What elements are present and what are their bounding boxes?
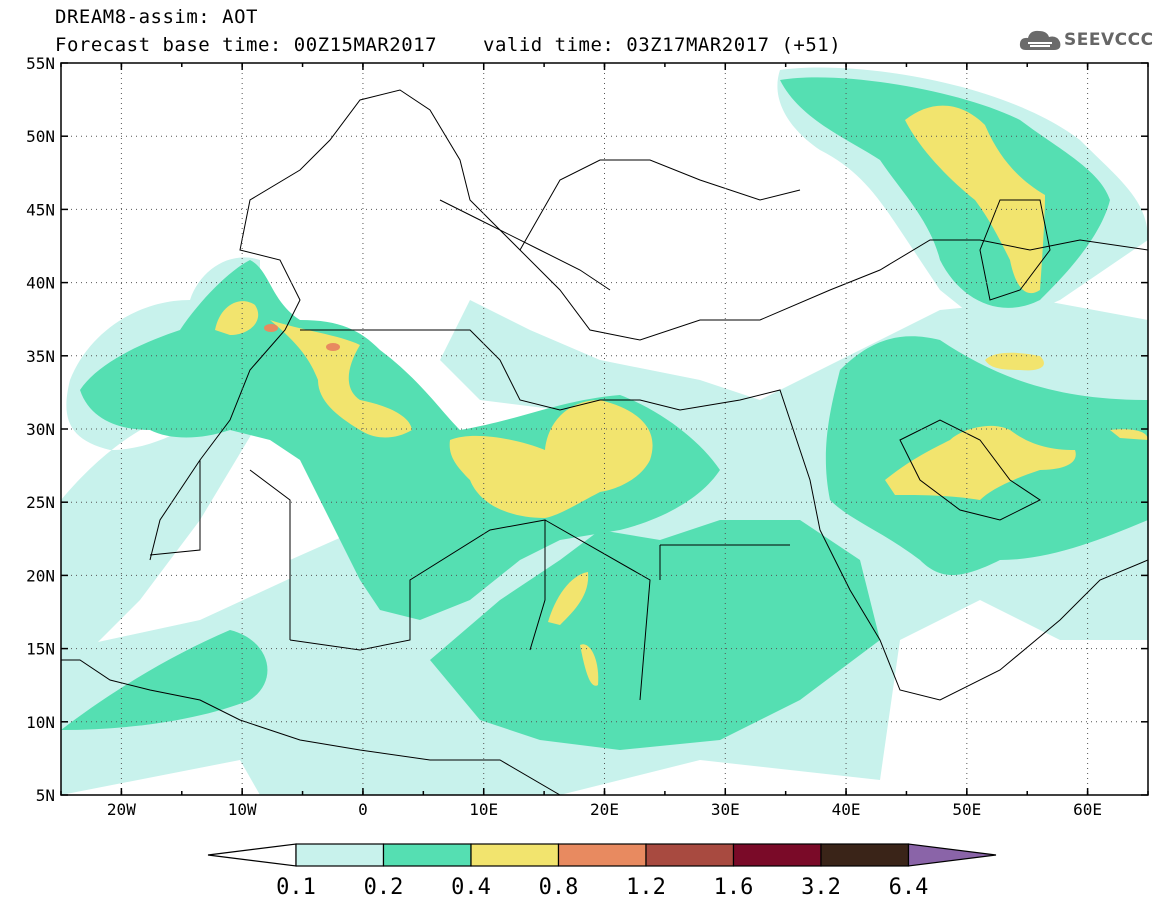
- lon-label: 30E: [711, 800, 740, 819]
- colorbar-level-label: 1.2: [626, 875, 666, 900]
- lat-label: 20N: [26, 566, 55, 585]
- lat-label: 35N: [26, 347, 55, 366]
- lon-label: 20E: [590, 800, 619, 819]
- lat-label: 10N: [26, 713, 55, 732]
- cloud-icon: [1019, 30, 1061, 50]
- colorbar-level-label: 0.1: [276, 875, 316, 900]
- lat-label: 25N: [26, 493, 55, 512]
- longitude-labels: 20W 10W 0 10E 20E 30E 40E 50E 60E: [107, 800, 1102, 819]
- lat-label: 40N: [26, 274, 55, 293]
- lon-label: 40E: [832, 800, 861, 819]
- colorbar-segment: [732, 843, 822, 867]
- colorbar-segment: [295, 843, 385, 867]
- lat-label: 15N: [26, 640, 55, 659]
- lon-label: 20W: [107, 800, 136, 819]
- lat-label: 5N: [36, 786, 55, 805]
- base-time-label: Forecast base time: 00Z15MAR2017: [55, 34, 438, 56]
- aot-field: [61, 67, 1148, 795]
- grid-lines: [61, 63, 1148, 795]
- colorbar-segment: [382, 843, 472, 867]
- colorbar-level-label: 1.6: [714, 875, 754, 900]
- lon-label: 60E: [1073, 800, 1102, 819]
- colorbar-segment: [645, 843, 735, 867]
- colorbar-right-arrow: [907, 843, 997, 867]
- lat-label: 55N: [26, 54, 55, 73]
- lon-label: 0: [358, 800, 368, 819]
- colorbar-level-label: 6.4: [889, 875, 929, 900]
- lon-label: 10E: [469, 800, 498, 819]
- aot-colorbar: [207, 843, 997, 867]
- coastlines: [61, 89, 1148, 795]
- lat-label: 50N: [26, 127, 55, 146]
- colorbar-level-label: 0.2: [364, 875, 404, 900]
- axis-ticks: [60, 62, 1149, 796]
- colorbar-segment: [557, 843, 647, 867]
- colorbar-level-label: 0.4: [451, 875, 491, 900]
- colorbar-level-label: 3.2: [801, 875, 841, 900]
- colorbar-segment: [820, 843, 910, 867]
- lon-label: 10W: [228, 800, 257, 819]
- latitude-labels: 55N 50N 45N 40N 35N 30N 25N 20N 15N 10N 5N: [26, 54, 55, 805]
- colorbar-level-label: 0.8: [539, 875, 579, 900]
- map-title: DREAM8-assim: AOT: [55, 6, 258, 28]
- lat-label: 45N: [26, 200, 55, 219]
- colorbar-left-arrow: [207, 843, 297, 867]
- lon-label: 50E: [952, 800, 981, 819]
- logo-text: SEEVCCC: [1064, 30, 1154, 50]
- colorbar-labels: 0.1 0.2 0.4 0.8 1.2 1.6 3.2 6.4: [276, 875, 928, 900]
- colorbar-segment: [470, 843, 560, 867]
- seevccc-logo: SEEVCCC: [1018, 26, 1154, 54]
- valid-time-label: valid time: 03Z17MAR2017 (+51): [483, 34, 842, 56]
- lat-label: 30N: [26, 420, 55, 439]
